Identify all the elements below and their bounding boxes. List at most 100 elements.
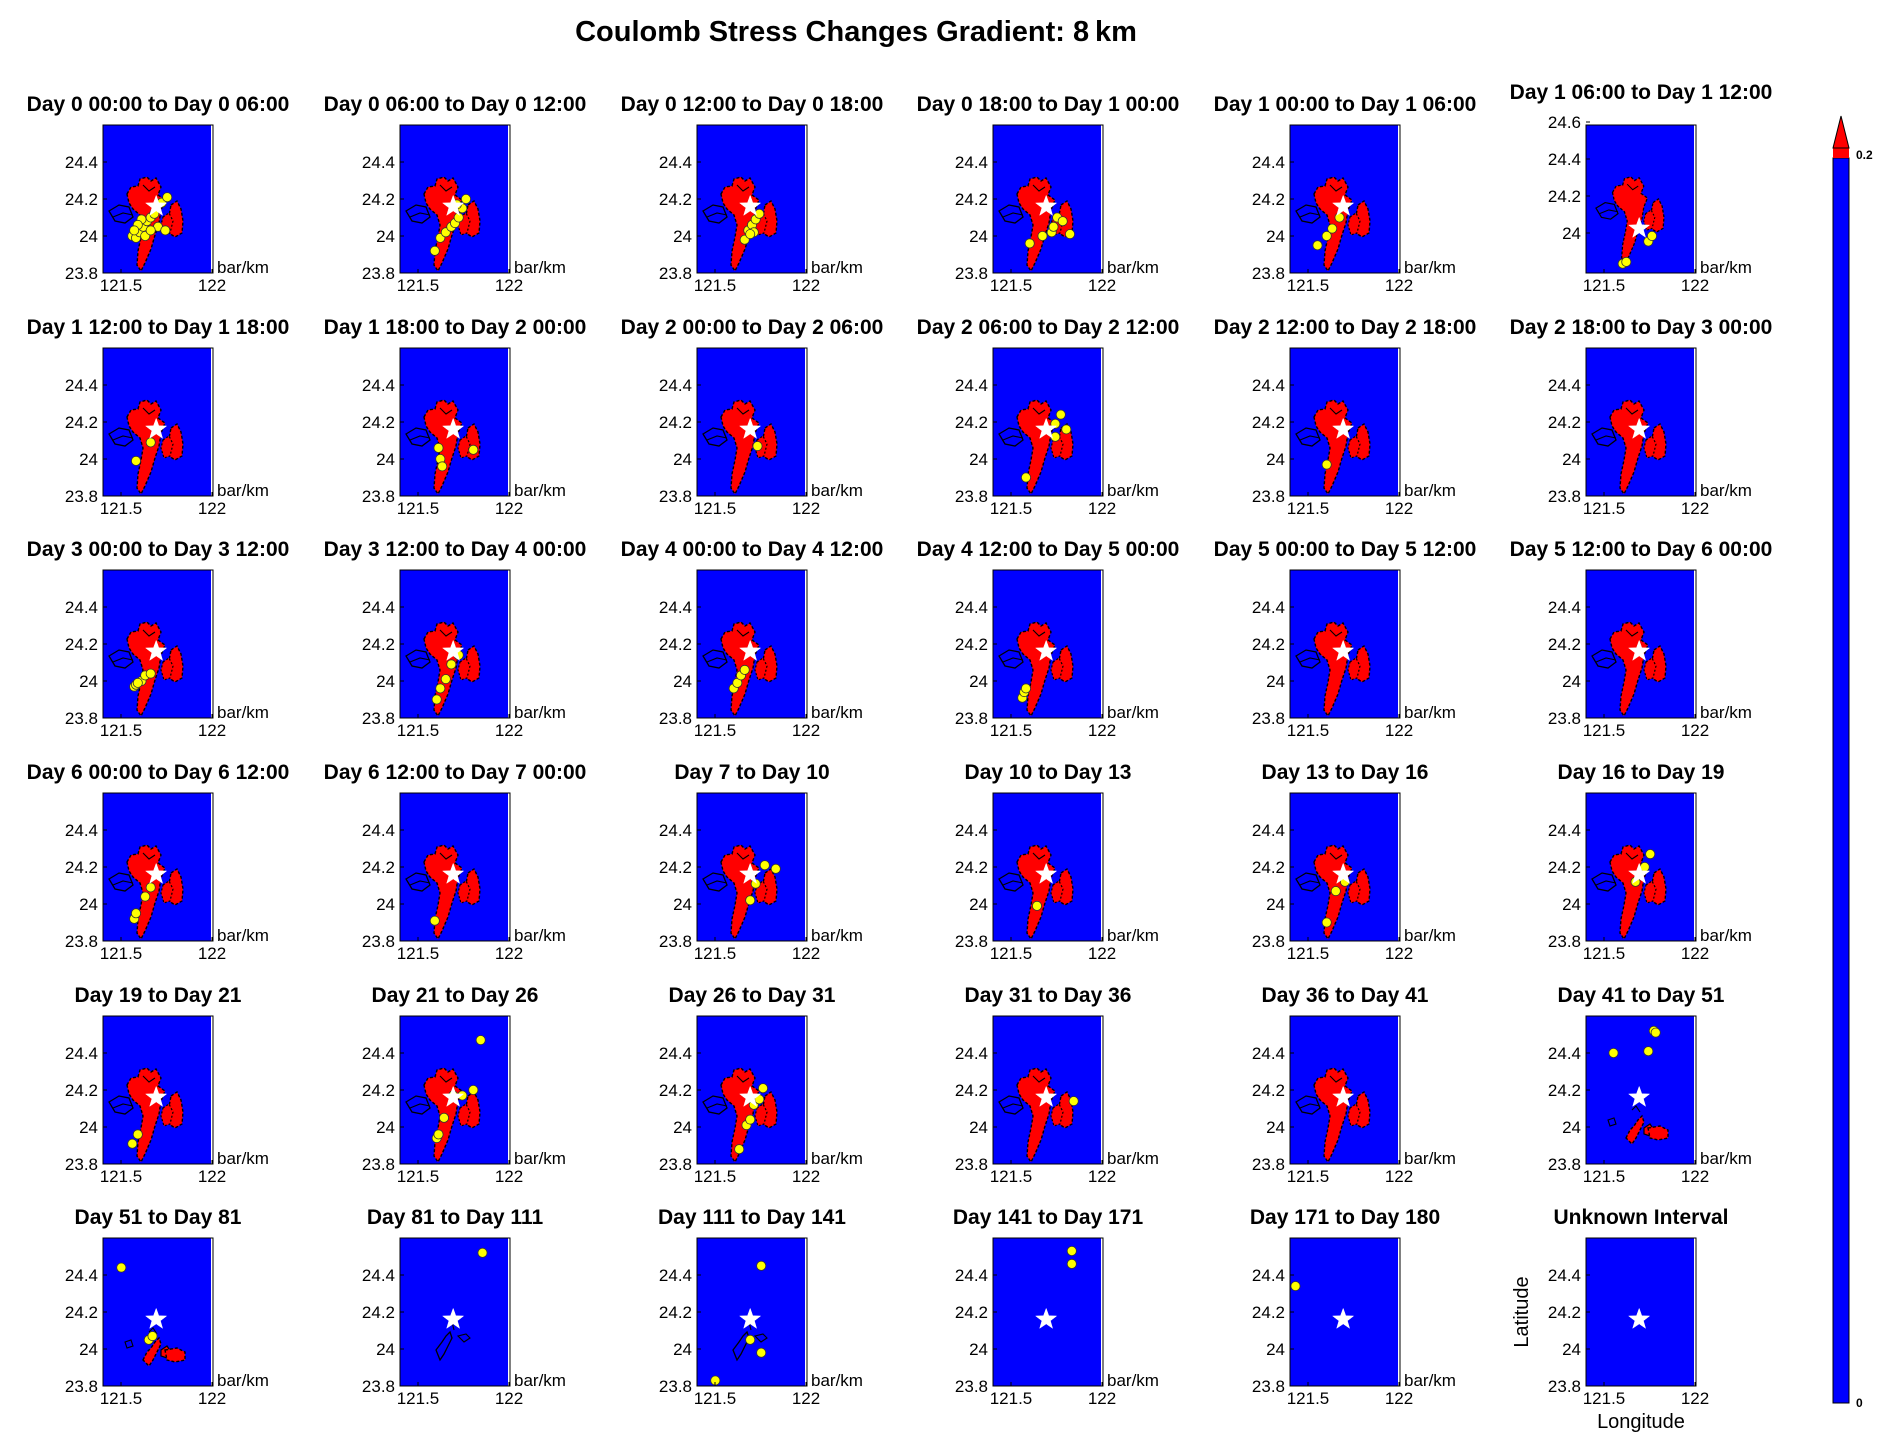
unit-label: bar/km xyxy=(1404,926,1456,945)
panel-title: Day 4 12:00 to Day 5 00:00 xyxy=(917,538,1180,561)
y-tick-label: 24 xyxy=(673,227,692,246)
y-tick-label: 24.4 xyxy=(362,1266,395,1285)
panel-background xyxy=(400,1238,510,1386)
x-tick-label: 122 xyxy=(1385,499,1413,518)
y-tick-label: 24.2 xyxy=(659,858,692,877)
x-tick-label: 121.5 xyxy=(990,1389,1033,1408)
x-tick-label: 122 xyxy=(792,1167,820,1186)
x-tick-label: 122 xyxy=(1385,1389,1413,1408)
y-tick-label: 24 xyxy=(1266,895,1285,914)
aftershock-point xyxy=(1065,229,1076,240)
aftershock-point xyxy=(1021,683,1032,694)
x-tick-label: 122 xyxy=(1088,944,1116,963)
y-tick-label: 24.4 xyxy=(955,1266,988,1285)
unit-label: bar/km xyxy=(217,1149,269,1168)
panel-title: Day 2 00:00 to Day 2 06:00 xyxy=(621,316,884,339)
panel-22: Day 10 to Day 13 23.8 24 24.2 24.4 121.5 122ba… xyxy=(955,761,1159,963)
x-tick-label: 121.5 xyxy=(990,499,1033,518)
mainshock-star xyxy=(738,194,762,216)
panel-title: Day 1 18:00 to Day 2 00:00 xyxy=(324,316,587,339)
panel-title: Day 171 to Day 180 xyxy=(1250,1206,1440,1229)
x-tick-label: 121.5 xyxy=(990,1167,1033,1186)
figure-title: Coulomb Stress Changes Gradient: 8 km xyxy=(575,16,1137,48)
x-tick-label: 122 xyxy=(1088,499,1116,518)
panel-23: Day 13 to Day 16 23.8 24 24.2 24.4 121.5 122ba… xyxy=(1252,761,1456,963)
y-tick-label: 24 xyxy=(79,450,98,469)
y-tick-label: 24 xyxy=(1562,450,1581,469)
panel-title: Day 111 to Day 141 xyxy=(658,1206,846,1229)
panel-title: Day 0 18:00 to Day 1 00:00 xyxy=(917,93,1180,116)
y-tick-label: 24 xyxy=(376,227,395,246)
unit-label: bar/km xyxy=(1700,1149,1752,1168)
x-tick-label: 121.5 xyxy=(694,276,737,295)
x-tick-label: 122 xyxy=(792,944,820,963)
mainshock-star xyxy=(441,417,465,439)
x-tick-label: 122 xyxy=(1681,721,1709,740)
x-tick-label: 121.5 xyxy=(397,944,440,963)
x-tick-label: 122 xyxy=(1681,1389,1709,1408)
panel-11: Day 2 12:00 to Day 2 18:00 23.8 24 24.2 24.4… xyxy=(1214,316,1477,518)
y-tick-label: 24 xyxy=(673,1340,692,1359)
y-tick-label: 24 xyxy=(1562,224,1581,243)
y-tick-label: 24 xyxy=(376,450,395,469)
y-tick-label: 24.2 xyxy=(362,1081,395,1100)
x-tick-label: 122 xyxy=(1681,499,1709,518)
panel-12: Day 2 18:00 to Day 3 00:00 23.8 24 24.2 24.4… xyxy=(1510,316,1773,518)
mainshock-star xyxy=(1331,417,1355,439)
aftershock-point xyxy=(440,674,451,685)
y-tick-label: 23.8 xyxy=(65,1155,98,1174)
aftershock-point xyxy=(468,1085,479,1096)
y-tick-label: 24 xyxy=(1562,1340,1581,1359)
y-tick-label: 24.2 xyxy=(955,635,988,654)
x-tick-label: 122 xyxy=(1681,1167,1709,1186)
aftershock-point xyxy=(758,1083,769,1094)
y-tick-label: 23.8 xyxy=(362,932,395,951)
aftershock-point xyxy=(145,225,156,236)
y-tick-label: 24.4 xyxy=(1252,1044,1285,1063)
y-tick-label: 24.4 xyxy=(659,376,692,395)
y-tick-label: 23.8 xyxy=(65,1377,98,1396)
panel-27: Day 26 to Day 31 23.8 24 24.2 24.4 121.5 122ba… xyxy=(659,984,863,1186)
aftershock-point xyxy=(1037,230,1048,241)
y-tick-label: 23.8 xyxy=(1548,709,1581,728)
aftershock-point xyxy=(160,225,171,236)
y-tick-label: 24 xyxy=(673,672,692,691)
panel-24: Day 16 to Day 19 23.8 24 24.2 24.4 121.5 122ba… xyxy=(1548,761,1752,963)
unit-label: bar/km xyxy=(1700,258,1752,277)
y-tick-label: 24 xyxy=(969,895,988,914)
y-tick-label: 24.4 xyxy=(65,376,98,395)
y-tick-label: 24.2 xyxy=(362,190,395,209)
y-tick-label: 24.4 xyxy=(65,1266,98,1285)
x-tick-label: 122 xyxy=(1681,944,1709,963)
unit-label: bar/km xyxy=(1404,703,1456,722)
y-tick-label: 24 xyxy=(969,1340,988,1359)
aftershock-point xyxy=(745,1334,756,1345)
x-tick-label: 121.5 xyxy=(1287,1167,1330,1186)
y-tick-label: 24.4 xyxy=(1548,1266,1581,1285)
x-tick-label: 121.5 xyxy=(100,1389,143,1408)
unit-label: bar/km xyxy=(1107,703,1159,722)
y-tick-label: 24.2 xyxy=(65,413,98,432)
x-tick-label: 121.5 xyxy=(100,499,143,518)
y-tick-label: 23.8 xyxy=(1252,264,1285,283)
panel-9: Day 2 00:00 to Day 2 06:00 23.8 24 24.2 24.4… xyxy=(621,316,884,518)
y-tick-label: 24 xyxy=(1562,1118,1581,1137)
y-tick-label: 24.4 xyxy=(659,1266,692,1285)
y-tick-label: 24 xyxy=(1266,227,1285,246)
mainshock-star xyxy=(1627,862,1651,884)
y-tick-label: 23.8 xyxy=(955,932,988,951)
aftershock-point xyxy=(1645,849,1656,860)
mainshock-star xyxy=(1627,1085,1651,1107)
unit-label: bar/km xyxy=(217,926,269,945)
mainshock-star xyxy=(144,417,168,439)
y-tick-label: 23.8 xyxy=(65,709,98,728)
y-tick-label: 24.6 xyxy=(1548,113,1581,132)
x-tick-label: 121.5 xyxy=(100,1167,143,1186)
x-tick-label: 121.5 xyxy=(1583,276,1626,295)
mainshock-star xyxy=(1627,1307,1651,1329)
panel-frame xyxy=(1585,124,1697,274)
y-tick-label: 23.8 xyxy=(362,1155,395,1174)
y-tick-label: 24.4 xyxy=(362,153,395,172)
unit-label: bar/km xyxy=(514,258,566,277)
y-tick-label: 23.8 xyxy=(659,1155,692,1174)
